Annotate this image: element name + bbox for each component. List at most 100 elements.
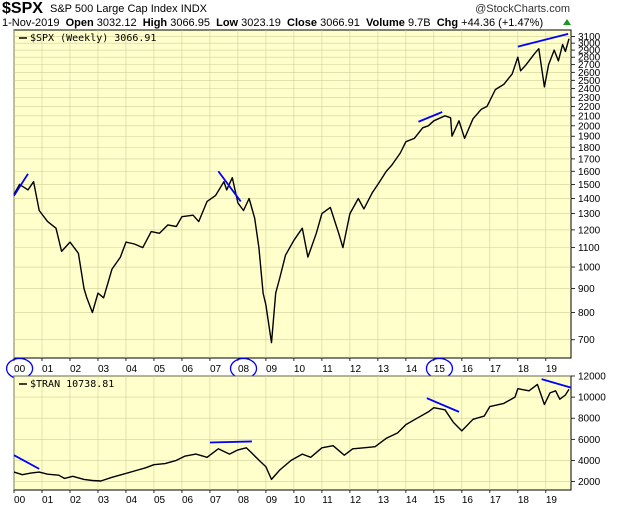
spx-y-tick-label: 1700 [578, 154, 601, 165]
spx-y-tick-label: 1200 [578, 225, 601, 236]
tran-x-tick-label: 14 [406, 495, 418, 506]
spx-y-tick-label: 700 [578, 335, 595, 346]
spx-y-tick-label: 2400 [578, 84, 601, 95]
spx-x-tick-label: 08 [238, 364, 250, 375]
spx-y-tick-label: 2700 [578, 60, 601, 71]
tran-x-tick-label: 12 [350, 495, 362, 506]
tran-x-tick-label: 13 [378, 495, 390, 506]
tran-x-tick-label: 03 [98, 495, 110, 506]
tran-x-tick-label: 07 [210, 495, 222, 506]
tran-price-line [13, 383, 570, 482]
high-label: High [142, 17, 168, 29]
spx-x-tick-label: 14 [406, 364, 418, 375]
volume-label: Volume [365, 17, 405, 29]
exchange-label: INDX [180, 3, 207, 15]
stockcharts-credit: @StockCharts.com [475, 3, 570, 15]
spx-x-tick-label: 07 [210, 364, 222, 375]
spx-x-tick-label: 06 [182, 364, 194, 375]
open-label: Open [65, 17, 94, 29]
spx-y-tick-label: 2900 [578, 46, 601, 57]
spx-x-tick-label: 02 [70, 364, 82, 375]
tran-x-tick-label: 15 [434, 495, 446, 506]
close-label: Close [287, 17, 318, 29]
tran-plot-area [13, 375, 572, 491]
spx-y-tick-label: 1300 [578, 209, 601, 220]
spx-y-tick-label: 2200 [578, 102, 601, 113]
tran-x-tick-label: 17 [490, 495, 502, 506]
spx-x-tick-label: 09 [266, 364, 278, 375]
spx-trend-line [13, 173, 29, 197]
ticker-symbol: $SPX [2, 0, 43, 17]
spx-y-tick-label: 1600 [578, 167, 601, 178]
up-arrow-icon [563, 19, 571, 25]
spx-y-tick-label: 1000 [578, 263, 601, 274]
spx-x-tick-label: 15 [434, 364, 446, 375]
tran-legend-label: $TRAN 10738.81 [30, 379, 114, 390]
spx-x-tick-label: 10 [294, 364, 306, 375]
tran-trend-line [426, 397, 460, 413]
tran-x-tick-label: 00 [14, 495, 26, 506]
volume-value: 9.7B [407, 17, 431, 29]
index-name: S&P 500 Large Cap Index INDX [50, 3, 207, 15]
spx-y-tick-label: 900 [578, 284, 595, 295]
tran-y-tick-label: 12000 [578, 372, 606, 383]
spx-x-tick-label: 13 [378, 364, 390, 375]
tran-x-tick-label: 06 [182, 495, 194, 506]
spx-y-tick-label: 3000 [578, 39, 601, 50]
tran-x-tick-label: 08 [238, 495, 250, 506]
ohlc-stats: 1-Nov-2019 Open 3032.12 High 3066.95 Low… [2, 17, 543, 29]
spx-y-tick-label: 2600 [578, 68, 601, 79]
spx-x-tick-label: 04 [126, 364, 138, 375]
spx-legend-label: $SPX (Weekly) 3066.91 [30, 33, 156, 44]
spx-trend-line [517, 32, 569, 48]
open-value: 3032.12 [96, 17, 137, 29]
spx-trend-line [418, 111, 443, 123]
spx-x-tick-label: 17 [490, 364, 502, 375]
chg-label: Chg [436, 17, 459, 29]
spx-y-tick-label: 2800 [578, 53, 601, 64]
tran-x-tick-label: 02 [70, 495, 82, 506]
tran-trend-line [13, 454, 40, 470]
tran-y-tick-label: 8000 [578, 414, 601, 425]
spx-price-line [13, 38, 570, 344]
tran-y-tick-label: 2000 [578, 477, 601, 488]
spx-x-tick-label: 03 [98, 364, 110, 375]
tran-x-tick-label: 04 [126, 495, 138, 506]
low-value: 3023.19 [241, 17, 281, 29]
spx-y-tick-label: 800 [578, 308, 595, 319]
chg-value: +44.36 (+1.47%) [461, 17, 544, 29]
spx-y-tick-label: 1100 [578, 243, 600, 254]
tran-y-tick-label: 4000 [578, 456, 601, 467]
spx-x-tick-label: 11 [322, 364, 333, 375]
tran-x-tick-label: 18 [518, 495, 530, 506]
tran-x-tick-label: 01 [42, 495, 54, 506]
spx-x-tick-label: 16 [462, 364, 474, 375]
tran-trend-line [541, 378, 572, 389]
spx-x-tick-label: 00 [14, 364, 26, 375]
quote-date: 1-Nov-2019 [2, 17, 60, 29]
spx-x-tick-label: 05 [154, 364, 166, 375]
spx-y-tick-label: 2300 [578, 93, 601, 104]
spx-trend-line [217, 170, 242, 202]
high-value: 3066.95 [170, 17, 210, 29]
tran-x-tick-label: 09 [266, 495, 278, 506]
index-full-name: S&P 500 Large Cap Index [50, 3, 178, 15]
spx-y-tick-label: 2100 [578, 111, 601, 122]
spx-y-tick-label: 1500 [578, 180, 601, 191]
tran-y-tick-label: 6000 [578, 435, 601, 446]
tran-x-tick-label: 19 [546, 495, 558, 506]
tran-x-tick-label: 16 [462, 495, 474, 506]
tran-trend-line [209, 440, 252, 444]
spx-plot-area [13, 29, 572, 359]
spx-x-tick-label: 18 [518, 364, 530, 375]
spx-x-tick-label: 19 [546, 364, 558, 375]
spx-x-tick-label: 12 [350, 364, 362, 375]
close-value: 3066.91 [320, 17, 360, 29]
spx-y-tick-label: 3100 [578, 32, 601, 43]
spx-x-tick-label: 01 [42, 364, 54, 375]
tran-y-tick-label: 10000 [578, 393, 606, 404]
low-label: Low [216, 17, 239, 29]
tran-x-tick-label: 05 [154, 495, 166, 506]
spx-y-tick-label: 2500 [578, 76, 601, 87]
